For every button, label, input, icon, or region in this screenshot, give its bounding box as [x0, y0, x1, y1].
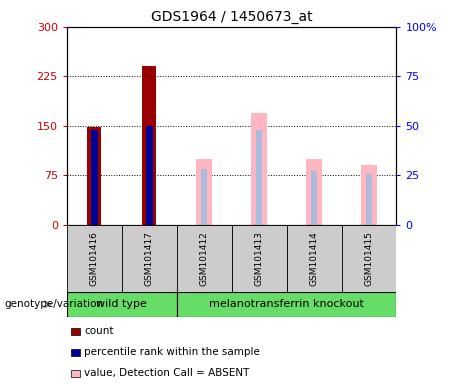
Text: count: count — [84, 326, 114, 336]
Text: melanotransferrin knockout: melanotransferrin knockout — [209, 299, 364, 310]
Title: GDS1964 / 1450673_at: GDS1964 / 1450673_at — [151, 10, 313, 25]
Text: GSM101414: GSM101414 — [309, 231, 319, 286]
Bar — [88, 127, 101, 225]
Bar — [251, 113, 267, 225]
Text: GSM101412: GSM101412 — [200, 231, 209, 286]
Text: percentile rank within the sample: percentile rank within the sample — [84, 347, 260, 358]
Text: GSM101413: GSM101413 — [254, 231, 264, 286]
Bar — [361, 166, 377, 225]
Text: GSM101417: GSM101417 — [145, 231, 154, 286]
Text: value, Detection Call = ABSENT: value, Detection Call = ABSENT — [84, 368, 250, 379]
Text: GSM101415: GSM101415 — [365, 231, 373, 286]
Bar — [311, 170, 317, 225]
Bar — [366, 174, 372, 225]
Bar — [287, 225, 342, 292]
Text: wild type: wild type — [96, 299, 147, 310]
Text: genotype/variation: genotype/variation — [5, 299, 104, 310]
Bar — [146, 126, 153, 225]
Bar — [177, 225, 231, 292]
Bar — [122, 225, 177, 292]
Bar — [256, 131, 262, 225]
Bar — [142, 66, 156, 225]
Bar — [91, 131, 98, 225]
Bar — [67, 292, 177, 317]
Bar — [231, 225, 287, 292]
Bar — [342, 225, 396, 292]
Bar — [67, 225, 122, 292]
Text: GSM101416: GSM101416 — [90, 231, 99, 286]
Bar — [201, 169, 207, 225]
Bar — [196, 159, 212, 225]
Bar — [306, 159, 322, 225]
Bar — [177, 292, 396, 317]
